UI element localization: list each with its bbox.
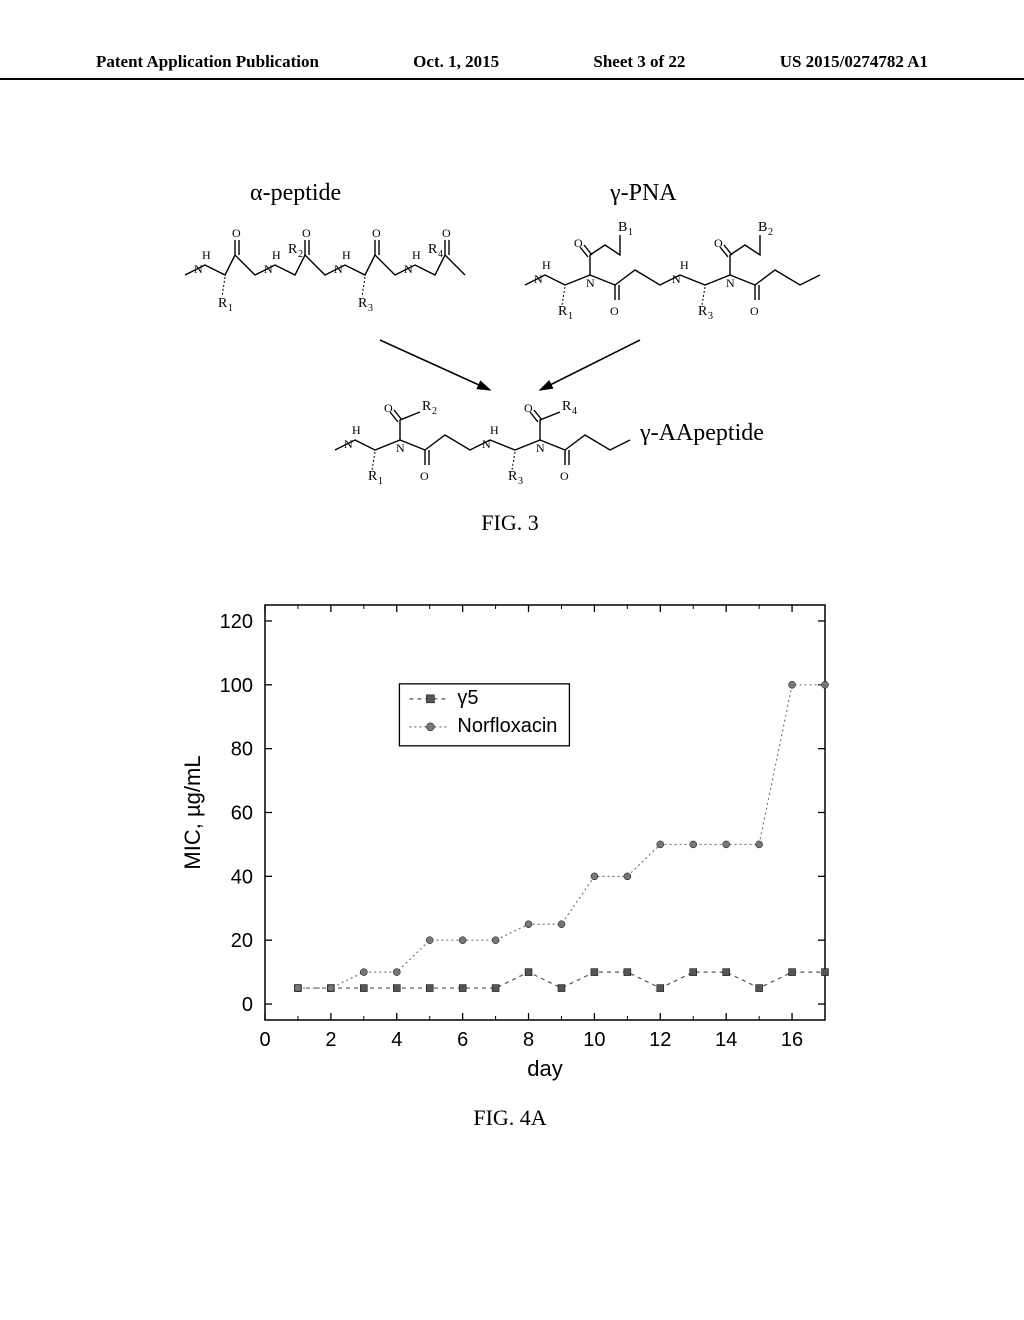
svg-text:O: O xyxy=(420,469,429,483)
svg-text:N: N xyxy=(334,262,343,276)
svg-text:B: B xyxy=(618,220,627,235)
svg-text:H: H xyxy=(352,423,361,437)
svg-text:O: O xyxy=(232,226,241,240)
svg-text:8: 8 xyxy=(523,1029,534,1051)
gamma-pna-label: γ-PNA xyxy=(610,180,677,207)
svg-text:H: H xyxy=(490,423,499,437)
svg-text:γ5: γ5 xyxy=(457,687,478,709)
svg-text:2: 2 xyxy=(768,227,773,238)
svg-text:60: 60 xyxy=(231,803,253,825)
svg-text:N: N xyxy=(482,437,491,451)
svg-text:2: 2 xyxy=(432,406,437,417)
svg-text:1: 1 xyxy=(378,476,383,487)
svg-text:0: 0 xyxy=(259,1029,270,1051)
svg-text:N: N xyxy=(396,441,405,455)
figure-4a: 0 2 4 6 8 10 12 14 16 0 20 40 60 80 100 120 γ5 Norfloxac… xyxy=(170,590,850,1130)
svg-text:R: R xyxy=(558,304,568,319)
svg-text:3: 3 xyxy=(518,476,523,487)
svg-text:14: 14 xyxy=(715,1029,737,1051)
svg-text:H: H xyxy=(272,248,281,262)
svg-text:R: R xyxy=(428,242,438,257)
svg-text:N: N xyxy=(672,272,681,286)
svg-text:6: 6 xyxy=(457,1029,468,1051)
svg-text:4: 4 xyxy=(572,406,577,417)
svg-text:O: O xyxy=(302,226,311,240)
chart-svg: 0 2 4 6 8 10 12 14 16 0 20 40 60 80 100 120 γ5 Norfloxac… xyxy=(170,590,850,1130)
svg-text:H: H xyxy=(412,248,421,262)
header-sheet: Sheet 3 of 22 xyxy=(593,52,685,72)
svg-text:2: 2 xyxy=(325,1029,336,1051)
svg-text:R: R xyxy=(218,296,228,311)
svg-text:120: 120 xyxy=(220,611,253,633)
svg-text:0: 0 xyxy=(242,994,253,1016)
svg-text:N: N xyxy=(536,441,545,455)
svg-text:N: N xyxy=(264,262,273,276)
y-axis-label: MIC, µg/mL xyxy=(180,755,205,869)
svg-text:16: 16 xyxy=(781,1029,803,1051)
svg-text:40: 40 xyxy=(231,866,253,888)
svg-text:80: 80 xyxy=(231,739,253,761)
header-left: Patent Application Publication xyxy=(96,52,319,72)
gamma-aapeptide-structure: H H N N N N O O O O R2 R4 R1 R3 xyxy=(330,390,650,510)
svg-text:N: N xyxy=(586,276,595,290)
svg-text:4: 4 xyxy=(391,1029,402,1051)
svg-text:O: O xyxy=(714,236,723,250)
svg-text:H: H xyxy=(680,258,689,272)
svg-text:Norfloxacin: Norfloxacin xyxy=(457,715,557,737)
alpha-peptide-label: α-peptide xyxy=(250,180,341,207)
svg-text:4: 4 xyxy=(438,249,443,260)
svg-text:R: R xyxy=(508,469,518,484)
svg-text:N: N xyxy=(194,262,203,276)
x-axis-label: day xyxy=(527,1056,562,1081)
svg-text:12: 12 xyxy=(649,1029,671,1051)
svg-text:O: O xyxy=(524,401,533,415)
svg-text:R: R xyxy=(288,242,298,257)
svg-text:H: H xyxy=(342,248,351,262)
svg-text:O: O xyxy=(560,469,569,483)
svg-text:O: O xyxy=(574,236,583,250)
svg-text:20: 20 xyxy=(231,930,253,952)
svg-text:H: H xyxy=(542,258,551,272)
svg-text:N: N xyxy=(344,437,353,451)
svg-text:1: 1 xyxy=(628,227,633,238)
svg-text:R: R xyxy=(422,399,432,414)
svg-text:2: 2 xyxy=(298,249,303,260)
svg-text:N: N xyxy=(404,262,413,276)
svg-text:100: 100 xyxy=(220,675,253,697)
header-pubno: US 2015/0274782 A1 xyxy=(780,52,928,72)
svg-text:R: R xyxy=(368,469,378,484)
fig3-caption: FIG. 3 xyxy=(180,510,840,536)
svg-text:N: N xyxy=(534,272,543,286)
fig4a-caption: FIG. 4A xyxy=(170,1105,850,1131)
svg-text:1: 1 xyxy=(228,303,233,314)
gamma-aapeptide-label: γ-AApeptide xyxy=(640,420,764,447)
figure-3: α-peptide γ-PNA γ-AApeptide H H H H N N … xyxy=(180,180,840,540)
svg-text:1: 1 xyxy=(568,311,573,322)
svg-text:R: R xyxy=(562,399,572,414)
svg-text:R: R xyxy=(358,296,368,311)
page-header: Patent Application Publication Oct. 1, 2… xyxy=(0,52,1024,80)
svg-text:H: H xyxy=(202,248,211,262)
svg-text:R: R xyxy=(698,304,708,319)
header-date: Oct. 1, 2015 xyxy=(413,52,499,72)
svg-text:O: O xyxy=(442,226,451,240)
gamma-pna-structure: H H N N N N O O O O B1 B2 R1 R3 xyxy=(520,215,840,345)
svg-text:O: O xyxy=(372,226,381,240)
svg-text:10: 10 xyxy=(583,1029,605,1051)
svg-text:3: 3 xyxy=(368,303,373,314)
svg-text:O: O xyxy=(750,304,759,318)
alpha-peptide-structure: H H H H N N N N O O O O R1 R2 R3 R4 xyxy=(180,215,480,345)
svg-text:O: O xyxy=(384,401,393,415)
svg-text:B: B xyxy=(758,220,767,235)
svg-text:O: O xyxy=(610,304,619,318)
svg-text:N: N xyxy=(726,276,735,290)
svg-text:3: 3 xyxy=(708,311,713,322)
